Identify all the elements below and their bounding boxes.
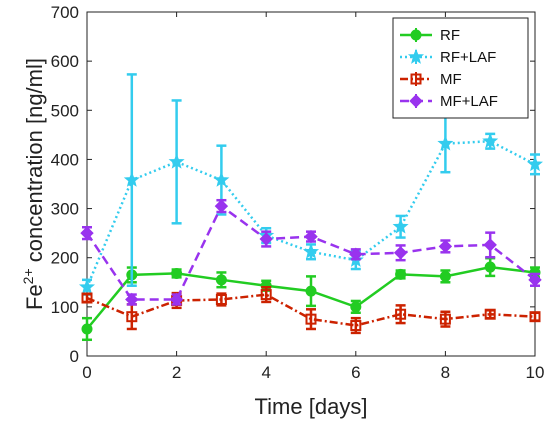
data-point: [482, 132, 499, 149]
data-point: [169, 292, 184, 307]
data-point: [305, 285, 317, 297]
data-point: [125, 292, 139, 307]
y-axis-title-main: Fe: [22, 284, 47, 310]
y-axis-title-rest: concentration [ng/ml]: [22, 58, 47, 268]
data-point: [305, 313, 317, 325]
data-point: [439, 313, 451, 325]
data-point: [349, 247, 363, 261]
data-point: [126, 311, 138, 323]
x-tick-label: 4: [261, 363, 270, 382]
y-tick-label: 400: [51, 150, 79, 169]
legend-item: RF: [400, 27, 460, 44]
x-axis-title: Time [days]: [255, 394, 368, 419]
series-line: [86, 293, 536, 327]
data-point: [395, 308, 407, 320]
data-point: [483, 238, 497, 252]
series-mf-laf: [80, 198, 542, 307]
legend-marker: [410, 29, 422, 41]
x-tick-label: 8: [441, 363, 450, 382]
legend-item: MF+LAF: [400, 93, 498, 110]
legend-label: RF: [440, 27, 460, 44]
legend-item: RF+LAF: [400, 48, 496, 66]
data-point: [214, 199, 229, 213]
legend-items: RF RF+LAF MF MF+LAF: [400, 27, 498, 110]
y-tick-label: 500: [51, 101, 79, 120]
legend-label: MF: [440, 71, 462, 88]
data-point: [81, 323, 93, 335]
y-tick-label: 200: [51, 249, 79, 268]
x-tick-label: 6: [351, 363, 360, 382]
y-axis-title-sup: 2+: [20, 268, 36, 284]
data-point: [302, 243, 320, 259]
data-point: [484, 261, 496, 273]
data-point: [393, 246, 408, 260]
data-point: [81, 292, 93, 304]
y-axis-title: Fe2+ concentration [ng/ml]: [20, 58, 47, 310]
data-point: [526, 155, 544, 172]
y-tick-label: 600: [51, 52, 79, 71]
x-tick-label: 2: [172, 363, 181, 382]
data-point: [438, 239, 453, 254]
data-point: [439, 270, 451, 282]
data-point: [528, 273, 542, 287]
x-tick-label: 0: [82, 363, 91, 382]
data-point: [392, 218, 409, 234]
data-point: [304, 229, 318, 244]
data-point: [213, 171, 230, 187]
data-point: [437, 135, 454, 151]
data-point: [123, 171, 140, 187]
legend-marker: [410, 73, 422, 85]
series-layer: [78, 73, 544, 342]
legend-marker: [409, 94, 423, 108]
data-point: [395, 268, 407, 280]
data-point: [215, 274, 227, 286]
y-tick-label: 300: [51, 200, 79, 219]
y-tick-label: 700: [51, 3, 79, 22]
data-point: [350, 301, 362, 313]
data-point: [80, 226, 94, 240]
data-point: [484, 308, 496, 320]
data-point: [529, 311, 541, 323]
y-tick-label: 0: [70, 347, 79, 366]
legend: RF RF+LAF MF MF+LAF: [392, 17, 529, 119]
legend-marker: [407, 48, 425, 64]
data-point: [78, 278, 96, 295]
legend-item: MF: [400, 71, 462, 88]
data-point: [350, 320, 362, 332]
data-point: [260, 289, 272, 301]
data-point: [259, 232, 273, 246]
y-tick-label: 100: [51, 298, 79, 317]
x-tick-label: 10: [526, 363, 545, 382]
legend-label: MF+LAF: [440, 93, 498, 110]
data-point: [215, 293, 227, 305]
data-point: [168, 153, 185, 169]
legend-label: RF+LAF: [440, 49, 496, 66]
data-point: [171, 267, 183, 279]
